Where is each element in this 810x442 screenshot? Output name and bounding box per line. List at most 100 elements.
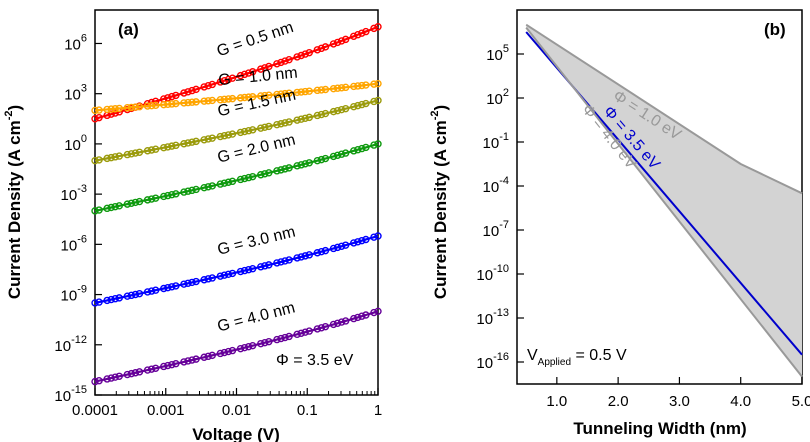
data-point — [374, 96, 382, 105]
data-point — [240, 127, 249, 136]
data-point — [216, 78, 225, 86]
data-point — [337, 84, 346, 92]
data-point — [370, 80, 378, 88]
data-point — [224, 131, 233, 139]
data-point — [224, 75, 233, 84]
data-point — [188, 98, 196, 106]
y-tick-label: 10-4 — [483, 175, 509, 196]
data-point — [305, 87, 313, 95]
data-point — [240, 174, 249, 183]
data-point — [293, 53, 301, 61]
data-point — [172, 141, 180, 150]
data-point — [329, 40, 338, 48]
data-point — [257, 92, 265, 100]
data-point — [160, 143, 168, 152]
data-point — [111, 202, 119, 211]
data-point — [370, 141, 378, 149]
data-point — [362, 81, 370, 89]
data-point — [188, 186, 196, 195]
data-point — [240, 93, 249, 102]
data-point — [350, 102, 358, 111]
data-point — [297, 88, 305, 96]
data-point — [143, 102, 152, 110]
data-point — [273, 167, 281, 175]
data-point — [329, 152, 338, 161]
data-point — [281, 165, 289, 173]
data-point — [168, 360, 176, 369]
data-point — [151, 101, 160, 110]
data-point — [293, 116, 301, 124]
data-point — [341, 149, 350, 157]
data-point — [208, 182, 216, 190]
data-point — [350, 32, 358, 40]
y-tick-label: 10-6 — [61, 233, 87, 254]
data-point — [301, 160, 309, 168]
data-point — [127, 199, 136, 207]
data-point — [180, 358, 188, 366]
data-point — [281, 257, 289, 265]
data-point — [257, 339, 265, 348]
data-point — [285, 332, 293, 341]
data-point — [265, 169, 273, 177]
data-point — [257, 263, 265, 271]
y-tick-label: 10-10 — [476, 263, 509, 284]
data-point — [91, 106, 99, 115]
y-tick-label: 103 — [64, 83, 87, 104]
data-point — [240, 70, 249, 79]
data-point — [236, 94, 245, 102]
data-point — [301, 87, 309, 96]
data-point — [103, 204, 111, 213]
data-point — [321, 85, 330, 94]
data-point — [220, 77, 229, 85]
data-point — [285, 256, 293, 264]
data-point — [180, 188, 188, 196]
data-point — [317, 247, 326, 256]
data-point — [147, 195, 156, 203]
data-point — [184, 98, 192, 107]
data-point — [172, 99, 180, 108]
data-point — [204, 183, 212, 191]
data-point — [115, 152, 123, 160]
data-point — [172, 360, 180, 368]
data-point — [297, 329, 305, 337]
data-point — [313, 249, 322, 257]
data-point — [273, 335, 281, 344]
data-point — [281, 119, 289, 127]
data-point — [317, 110, 326, 119]
data-point — [192, 277, 200, 286]
data-point — [91, 377, 99, 386]
series-label: G = 1.5 nm — [216, 87, 297, 121]
y-tick-label: 10-3 — [61, 183, 87, 204]
data-point — [208, 96, 216, 105]
data-point — [127, 150, 136, 158]
data-point — [244, 127, 253, 135]
data-point — [261, 170, 269, 178]
data-point — [168, 142, 176, 150]
data-point — [337, 150, 346, 158]
data-point — [337, 105, 346, 114]
data-point — [192, 185, 200, 194]
data-point — [131, 198, 140, 207]
series-label: G = 2.0 nm — [216, 131, 297, 166]
data-point — [257, 124, 265, 132]
y-tick-label: 10-1 — [483, 131, 509, 152]
data-point — [277, 90, 285, 98]
data-point — [265, 337, 273, 346]
series-2: G = 1.0 nm — [91, 65, 382, 115]
panel-b-annotation: VApplied = 0.5 V — [527, 347, 627, 368]
series-label: G = 1.0 nm — [218, 65, 299, 90]
data-point — [123, 150, 132, 159]
data-point — [107, 110, 115, 118]
data-point — [200, 276, 208, 284]
data-point — [168, 100, 176, 108]
panel-a-label: (a) — [118, 20, 139, 39]
data-point — [297, 253, 305, 261]
data-point — [180, 140, 188, 148]
data-point — [305, 113, 313, 122]
data-point — [305, 48, 313, 57]
data-point — [329, 107, 338, 116]
x-tick-label: 4.0 — [730, 393, 751, 410]
data-point — [204, 275, 212, 283]
data-point — [95, 106, 103, 114]
data-point — [305, 327, 313, 335]
